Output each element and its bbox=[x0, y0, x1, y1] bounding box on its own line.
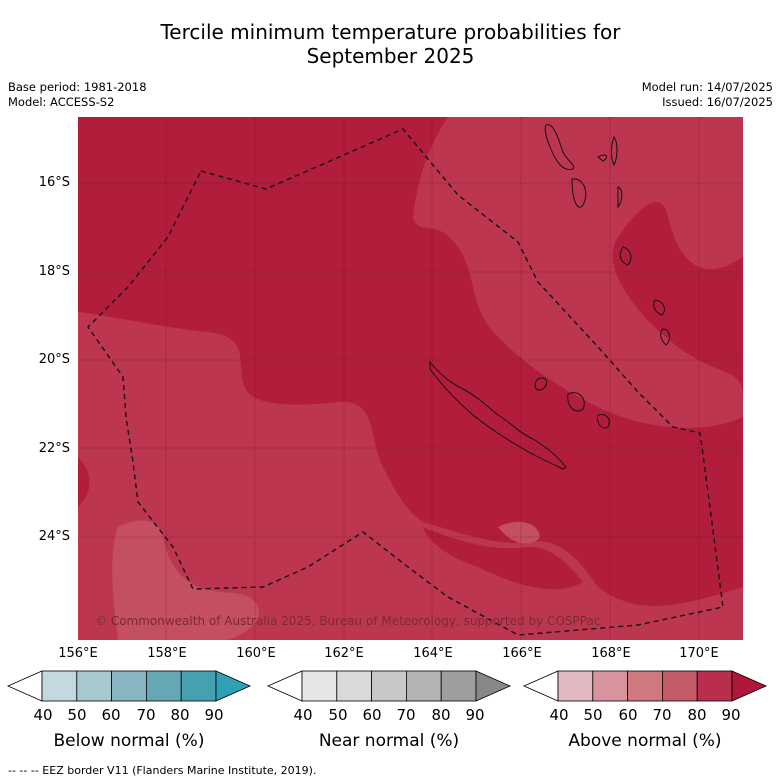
lon-label-162e: 162°E bbox=[324, 646, 364, 661]
colorbar-bin bbox=[440, 670, 477, 702]
tick: 40 bbox=[293, 706, 313, 724]
tick: 90 bbox=[465, 706, 485, 724]
graticule bbox=[78, 117, 743, 640]
map-svg: © Commonwealth of Australia 2025, Bureau… bbox=[78, 117, 743, 640]
above-80-90-tongue bbox=[423, 527, 583, 590]
tick: 40 bbox=[33, 706, 53, 724]
colorbar-bin bbox=[111, 670, 147, 702]
lon-label-158e: 158°E bbox=[147, 646, 187, 661]
lon-label-164e: 164°E bbox=[413, 646, 453, 661]
colorbar-bin bbox=[336, 670, 372, 702]
copyright-text: © Commonwealth of Australia 2025, Bureau… bbox=[95, 614, 600, 628]
tick: 50 bbox=[328, 706, 348, 724]
above-70-80-region-south bbox=[78, 312, 743, 640]
tick: 80 bbox=[431, 706, 451, 724]
colorbars-svg bbox=[7, 670, 767, 702]
issued-date: Issued: 16/07/2025 bbox=[662, 95, 773, 109]
lon-label-168e: 168°E bbox=[591, 646, 631, 661]
meta-left: Base period: 1981-2018 Model: ACCESS-S2 bbox=[8, 80, 147, 110]
eez-border bbox=[87, 128, 724, 636]
lat-label-16s: 16°S bbox=[38, 175, 70, 190]
colorbar-min-extend bbox=[7, 670, 43, 702]
colorbar-bin bbox=[301, 670, 338, 702]
colorbar-bin bbox=[41, 670, 78, 702]
lon-label-160e: 160°E bbox=[236, 646, 276, 661]
new-caledonia-island bbox=[429, 360, 567, 470]
above-60-70-patch-sw bbox=[112, 520, 259, 640]
colorbar-below-label: Below normal (%) bbox=[53, 731, 205, 751]
colorbar-max-extend bbox=[215, 670, 251, 702]
lon-label-166e: 166°E bbox=[502, 646, 542, 661]
eez-footer-note: -- -- -- EEZ border V11 (Flanders Marine… bbox=[8, 764, 317, 777]
lat-label-22s: 22°S bbox=[38, 441, 70, 456]
lon-label-170e: 170°E bbox=[679, 646, 719, 661]
colorbar-max-extend bbox=[731, 670, 767, 702]
meta-right: Model run: 14/07/2025 Issued: 16/07/2025 bbox=[642, 80, 773, 110]
colorbar-bin bbox=[662, 670, 698, 702]
colorbar-bin bbox=[557, 670, 594, 702]
colorbar-bin bbox=[76, 670, 113, 702]
colorbar-near-label: Near normal (%) bbox=[318, 731, 460, 751]
colorbar-bin bbox=[371, 670, 407, 702]
map-panel: © Commonwealth of Australia 2025, Bureau… bbox=[78, 117, 743, 640]
colorbar-bin bbox=[180, 670, 217, 702]
tick: 60 bbox=[101, 706, 121, 724]
tick: 60 bbox=[618, 706, 638, 724]
lat-label-18s: 18°S bbox=[38, 264, 70, 279]
above-60-70-patch-east bbox=[498, 521, 540, 544]
colorbar-bin bbox=[145, 670, 182, 702]
colorbar-below bbox=[7, 670, 251, 702]
colorbar-max-extend bbox=[475, 670, 511, 702]
colorbar-min-extend bbox=[267, 670, 303, 702]
tick: 50 bbox=[67, 706, 87, 724]
tick: 70 bbox=[396, 706, 416, 724]
colorbar-bin bbox=[405, 670, 442, 702]
tick: 80 bbox=[170, 706, 190, 724]
title-line-2: September 2025 bbox=[306, 44, 475, 68]
colorbar-near bbox=[267, 670, 511, 702]
above-70-80-region-east bbox=[413, 117, 743, 428]
title-line-1: Tercile minimum temperature probabilitie… bbox=[160, 20, 621, 44]
model-run: Model run: 14/07/2025 bbox=[641, 80, 773, 94]
tick: 70 bbox=[652, 706, 672, 724]
colorbar-above-label: Above normal (%) bbox=[568, 731, 722, 751]
above-70-80-region-west bbox=[78, 312, 158, 362]
tick: 90 bbox=[721, 706, 741, 724]
tick: 40 bbox=[549, 706, 569, 724]
loyalty-islands bbox=[534, 377, 610, 429]
colorbar-bin bbox=[627, 670, 663, 702]
tick: 70 bbox=[136, 706, 156, 724]
tick: 50 bbox=[583, 706, 603, 724]
lat-label-20s: 20°S bbox=[38, 352, 70, 367]
map-title: Tercile minimum temperature probabilitie… bbox=[0, 20, 781, 68]
colorbar-above bbox=[523, 670, 767, 702]
colorbar-bin bbox=[696, 670, 733, 702]
tick: 60 bbox=[362, 706, 382, 724]
vanuatu-islands bbox=[544, 124, 671, 346]
model-name: Model: ACCESS-S2 bbox=[8, 95, 115, 109]
lat-label-24s: 24°S bbox=[38, 529, 70, 544]
tick: 90 bbox=[204, 706, 224, 724]
lon-label-156e: 156°E bbox=[58, 646, 98, 661]
base-period: Base period: 1981-2018 bbox=[8, 80, 147, 94]
colorbar-bin bbox=[592, 670, 628, 702]
tick: 80 bbox=[687, 706, 707, 724]
colorbar-min-extend bbox=[523, 670, 559, 702]
